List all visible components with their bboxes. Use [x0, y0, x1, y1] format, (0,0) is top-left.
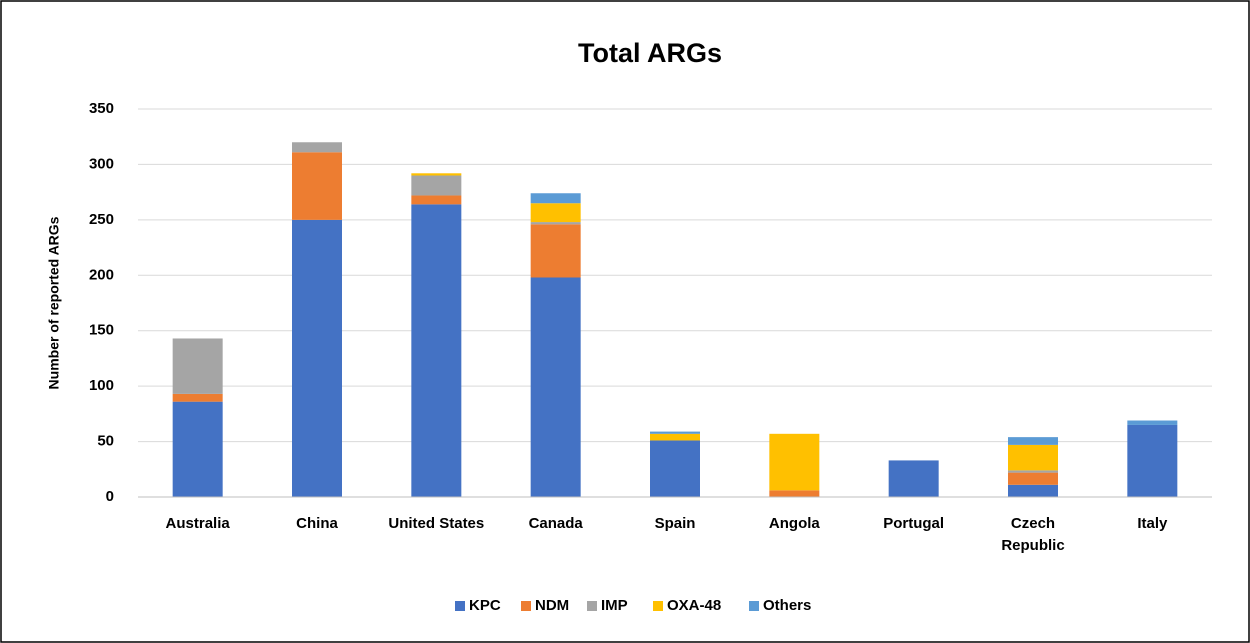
legend-label: Others: [763, 597, 811, 614]
bar-segment: [172, 393, 223, 402]
x-tick-label: Australia: [165, 515, 230, 532]
bar-segment: [411, 175, 462, 196]
bar-segment: [1008, 472, 1058, 485]
legend-swatch: [521, 601, 531, 611]
x-tick-label: Angola: [768, 515, 820, 532]
bar-segment: [769, 490, 820, 497]
legend-swatch: [653, 601, 663, 611]
bar-segment: [172, 401, 223, 497]
bar-segment: [650, 440, 700, 497]
legend-label: NDM: [535, 597, 569, 614]
bar-segment: [888, 460, 939, 497]
bar-segment: [1127, 420, 1178, 425]
bar-segment: [650, 431, 700, 434]
y-tick-label: 300: [89, 155, 114, 172]
bar-segment: [530, 203, 581, 223]
bar-segment: [411, 195, 462, 205]
bar-segment: [530, 193, 581, 204]
legend-label: KPC: [469, 597, 501, 614]
bar-segment: [530, 277, 581, 497]
bar-segment: [292, 219, 342, 497]
y-tick-label: 0: [106, 488, 114, 505]
bar-segment: [172, 338, 223, 394]
legend-label: OXA-48: [667, 597, 721, 614]
bar-segment: [1008, 444, 1058, 471]
y-tick-label: 250: [89, 211, 114, 228]
bar-segment: [530, 222, 581, 225]
x-tick-label: Spain: [654, 515, 696, 532]
legend-swatch: [455, 601, 465, 611]
bar-segment: [411, 173, 462, 176]
legend-label: IMP: [601, 597, 628, 614]
y-tick-label: 150: [89, 322, 114, 339]
y-tick-label: 100: [89, 377, 114, 394]
bar-segment: [650, 433, 700, 441]
bar-segment: [1127, 424, 1178, 497]
x-tick-label: Portugal: [883, 515, 945, 532]
x-tick-label: China: [296, 515, 338, 532]
y-axis-label: Number of reported ARGs: [46, 216, 62, 389]
y-tick-label: 50: [97, 433, 114, 450]
x-tick-label: Canada: [528, 515, 583, 532]
bar-segment: [1008, 484, 1058, 497]
bar-segment: [769, 433, 820, 491]
bar-segment: [1008, 437, 1058, 445]
x-tick-label: United States: [388, 515, 485, 532]
x-tick-label: Czech Republic: [1001, 515, 1065, 554]
y-tick-label: 350: [89, 100, 114, 117]
legend-swatch: [587, 601, 597, 611]
chart-title: Total ARGs: [578, 38, 722, 68]
legend-swatch: [749, 601, 759, 611]
bar-segment: [292, 142, 342, 153]
x-tick-label: Italy: [1137, 515, 1168, 532]
bar-segment: [530, 224, 581, 278]
bar-segment: [1008, 470, 1058, 473]
bar-segment: [292, 152, 342, 220]
bar-segment: [411, 204, 462, 497]
y-tick-label: 200: [89, 266, 114, 283]
